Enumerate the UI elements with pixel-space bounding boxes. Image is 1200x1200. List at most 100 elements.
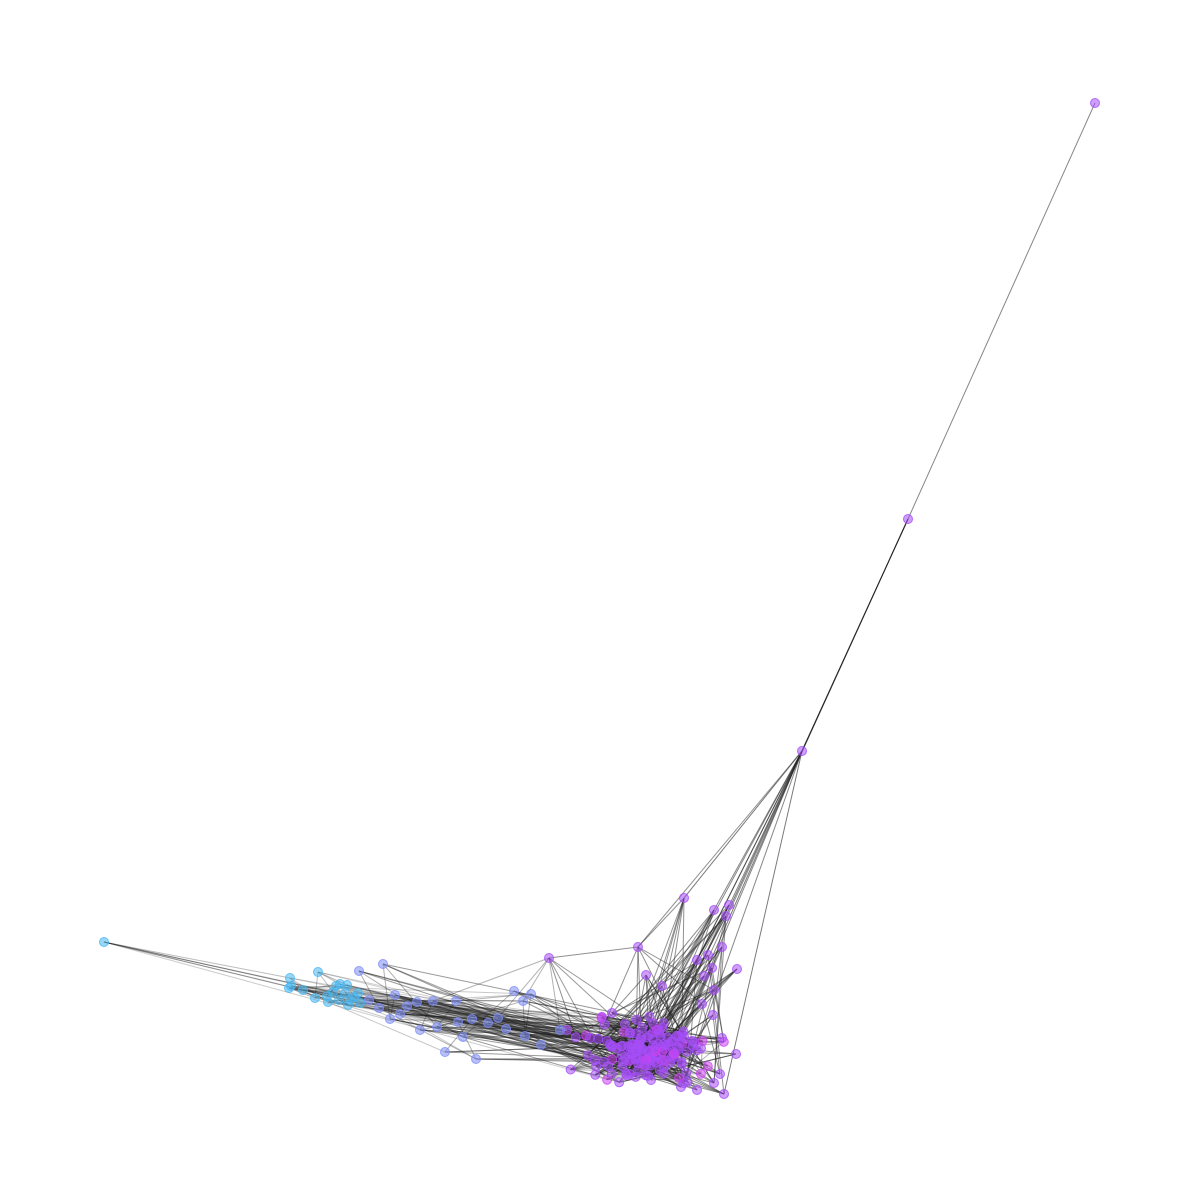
graph-node	[607, 1008, 617, 1018]
graph-edge	[462, 990, 515, 1038]
graph-edge	[432, 957, 550, 1002]
graph-node	[687, 1041, 698, 1051]
graph-node	[565, 1064, 576, 1075]
graph-node	[721, 911, 731, 921]
graph-node	[354, 966, 364, 976]
graph-node	[298, 985, 308, 995]
graph-edge	[353, 996, 624, 1062]
graph-node	[641, 970, 651, 980]
graph-edge	[289, 977, 329, 1003]
graph-node	[631, 1014, 642, 1025]
graph-edge	[359, 1002, 542, 1046]
graph-node	[493, 1013, 503, 1023]
graph-edge	[907, 102, 1096, 520]
graph-edge	[382, 963, 605, 1063]
edges-layer	[103, 102, 1096, 1095]
graph-node	[676, 1082, 686, 1092]
graph-node	[903, 514, 913, 524]
graph-node	[378, 959, 388, 969]
graph-edge	[683, 750, 803, 899]
graph-edge	[382, 963, 391, 1020]
graph-edge	[611, 1012, 684, 1032]
graph-edge	[419, 1029, 647, 1061]
graph-node	[471, 1054, 481, 1064]
graph-edge	[290, 985, 328, 997]
graph-node	[618, 1056, 629, 1067]
graph-node	[731, 1049, 741, 1059]
graph-node	[458, 1032, 468, 1042]
graph-edge	[317, 971, 623, 1047]
graph-node	[682, 1076, 693, 1087]
graph-node	[719, 1089, 729, 1099]
graph-edge	[686, 959, 698, 1082]
graph-edge	[497, 957, 550, 1019]
graph-node	[353, 988, 363, 998]
graph-node	[599, 1019, 610, 1030]
graph-edge	[436, 1026, 507, 1030]
graph-node	[313, 967, 323, 977]
graph-edge	[359, 1002, 602, 1019]
graph-edge	[346, 984, 418, 1003]
graph-node	[518, 996, 528, 1006]
graph-edge	[419, 1000, 434, 1031]
graph-node	[310, 993, 320, 1003]
graph-node	[374, 1003, 384, 1013]
graph-edge	[436, 1000, 524, 1028]
graph-edge	[314, 997, 633, 1055]
graph-node	[451, 996, 461, 1006]
graph-node	[655, 1031, 666, 1041]
graph-node	[633, 942, 643, 952]
graph-edge	[524, 993, 532, 1037]
graph-node	[709, 985, 719, 995]
graph-node	[467, 1014, 477, 1024]
graph-node	[412, 997, 422, 1007]
graph-node	[334, 995, 344, 1005]
graph-node	[390, 990, 400, 1000]
graph-edge	[406, 1005, 464, 1038]
graph-edge	[406, 1005, 499, 1019]
graph-node	[717, 1033, 727, 1043]
graph-node	[709, 905, 719, 915]
graph-node	[395, 1009, 405, 1019]
nodes-layer	[99, 98, 1100, 1099]
graph-edge	[103, 941, 304, 991]
graph-edge	[353, 996, 561, 1031]
graph-edge	[637, 897, 685, 948]
graph-node	[708, 1010, 718, 1020]
graph-edge	[394, 994, 499, 1019]
graph-edge	[103, 941, 334, 993]
graph-node	[585, 1033, 595, 1043]
graph-edge	[524, 1029, 561, 1037]
graph-node	[650, 1042, 661, 1053]
graph-node	[432, 1022, 442, 1032]
graph-node	[702, 1061, 713, 1072]
graph-node	[544, 953, 554, 963]
graph-edge	[349, 999, 664, 1024]
graph-node	[364, 995, 374, 1005]
graph-node	[658, 1068, 669, 1079]
graph-node	[385, 1014, 395, 1024]
graph-node	[342, 980, 352, 990]
graph-node	[590, 1069, 601, 1080]
graph-edge	[436, 1026, 561, 1031]
graph-edge	[382, 963, 613, 1060]
graph-node	[703, 950, 713, 960]
graph-node	[676, 1057, 687, 1067]
graph-node	[679, 893, 689, 903]
graph-node	[453, 1017, 463, 1027]
graph-node	[284, 983, 294, 993]
graph-node	[660, 1040, 671, 1051]
graph-node	[520, 1031, 530, 1041]
graph-node	[709, 1078, 719, 1088]
graph-node	[658, 1018, 669, 1029]
graph-node	[625, 1028, 636, 1039]
graph-edge	[637, 946, 715, 991]
graph-node	[672, 1042, 683, 1053]
graph-node	[526, 989, 536, 999]
graph-node	[657, 981, 667, 991]
graph-node	[415, 1025, 425, 1035]
graph-node	[570, 1032, 581, 1043]
graph-node	[440, 1047, 450, 1057]
